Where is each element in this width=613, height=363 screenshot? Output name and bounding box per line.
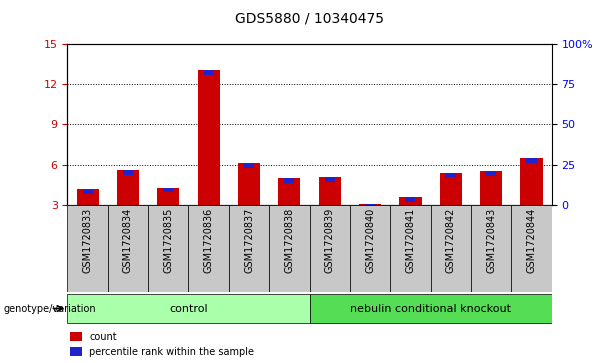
Bar [446, 173, 456, 178]
Bar [67, 205, 108, 292]
Text: GSM1720842: GSM1720842 [446, 208, 456, 273]
Bar [359, 204, 381, 205]
Text: GSM1720839: GSM1720839 [325, 208, 335, 273]
Bar [520, 158, 543, 205]
Text: GSM1720835: GSM1720835 [163, 208, 173, 273]
Bar [284, 178, 294, 183]
Bar [440, 173, 462, 205]
Bar [310, 205, 350, 292]
Bar [244, 163, 254, 168]
Text: GSM1720833: GSM1720833 [83, 208, 93, 273]
Bar [405, 197, 416, 202]
Text: GSM1720837: GSM1720837 [244, 208, 254, 273]
Bar [204, 70, 214, 75]
Bar [197, 70, 220, 205]
Bar [527, 158, 536, 163]
Bar [229, 205, 269, 292]
Bar [350, 205, 390, 292]
Bar [83, 189, 93, 193]
Text: GSM1720834: GSM1720834 [123, 208, 133, 273]
Text: GSM1720840: GSM1720840 [365, 208, 375, 273]
Bar [70, 347, 82, 356]
Bar [238, 163, 260, 205]
Bar [511, 205, 552, 292]
Text: GDS5880 / 10340475: GDS5880 / 10340475 [235, 11, 384, 25]
Bar [431, 205, 471, 292]
Bar [325, 177, 335, 182]
Bar [108, 205, 148, 292]
Text: GSM1720843: GSM1720843 [486, 208, 496, 273]
Text: nebulin conditional knockout: nebulin conditional knockout [350, 303, 511, 314]
Text: percentile rank within the sample: percentile rank within the sample [89, 347, 254, 356]
Text: control: control [169, 303, 208, 314]
Bar [157, 188, 180, 205]
Text: genotype/variation: genotype/variation [3, 303, 96, 314]
Bar [365, 204, 375, 208]
Text: GSM1720838: GSM1720838 [284, 208, 294, 273]
Text: count: count [89, 332, 117, 342]
Bar [123, 170, 133, 175]
Bar [278, 178, 300, 205]
Bar [471, 205, 511, 292]
Text: GSM1720836: GSM1720836 [204, 208, 214, 273]
Bar [399, 197, 422, 205]
Bar [480, 171, 502, 205]
Bar [269, 205, 310, 292]
Bar [117, 170, 139, 205]
Bar [319, 177, 341, 205]
Text: GSM1720844: GSM1720844 [527, 208, 536, 273]
Bar [486, 171, 496, 176]
Bar [148, 205, 189, 292]
Bar [163, 188, 173, 192]
Bar [77, 189, 99, 205]
Bar [310, 294, 552, 323]
Bar [67, 294, 310, 323]
Bar [390, 205, 431, 292]
Bar [189, 205, 229, 292]
Bar [70, 332, 82, 341]
Text: GSM1720841: GSM1720841 [405, 208, 416, 273]
